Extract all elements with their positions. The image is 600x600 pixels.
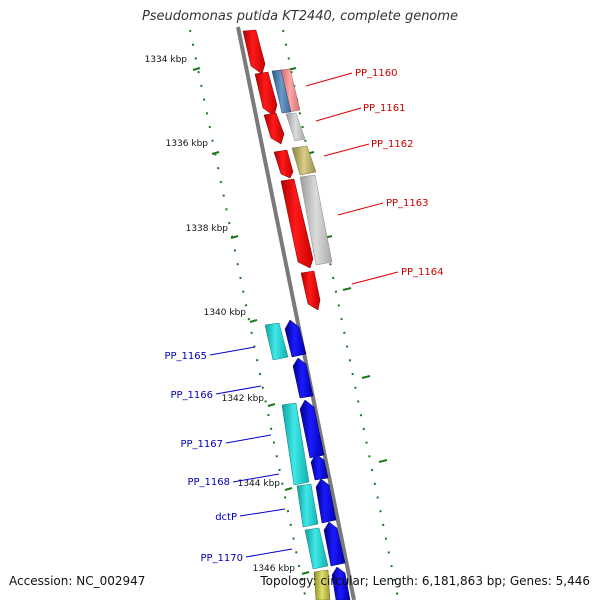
gene-label-PP_1160: PP_1160 — [355, 68, 398, 79]
tick-label-1334: 1334 kbp — [145, 55, 188, 65]
gene-label-PP_1168: PP_1168 — [187, 477, 230, 488]
tick-label-1336: 1336 kbp — [166, 139, 209, 149]
gene-PP_1165 — [284, 319, 307, 358]
tick-label-1340: 1340 kbp — [204, 308, 247, 318]
accession-label: Accession: NC_002947 — [9, 574, 146, 588]
gene-PP_1171 — [331, 566, 351, 600]
gene-PP_1159 — [242, 29, 266, 75]
gene-PP_1170 — [323, 521, 346, 567]
gene-label-PP_1170: PP_1170 — [200, 553, 243, 564]
tick-ring-outer — [282, 29, 399, 599]
gene-label-PP_1166: PP_1166 — [170, 390, 213, 401]
feature-bars-forward — [271, 68, 333, 266]
leader-lines-reverse — [209, 346, 293, 558]
gene-label-PP_1163: PP_1163 — [386, 198, 429, 209]
gene-label-dctP: dctP — [215, 512, 237, 523]
gene-label-PP_1167: PP_1167 — [180, 439, 223, 450]
gene-label-PP_1162: PP_1162 — [371, 139, 414, 150]
gene-PP_1164 — [300, 270, 321, 311]
map-title: Pseudomonas putida KT2440, complete geno… — [141, 9, 459, 24]
gene-label-PP_1165: PP_1165 — [164, 351, 207, 362]
gene-PP_1162 — [273, 149, 294, 179]
tick-label-1338: 1338 kbp — [186, 224, 229, 234]
gene-PP_1160 — [254, 71, 278, 117]
gene-label-PP_1161: PP_1161 — [363, 103, 406, 114]
gene-PP_1161 — [263, 112, 285, 145]
gene-dctP — [315, 478, 337, 524]
gene-PP_1167 — [299, 399, 325, 459]
tick-label-1342: 1342 kbp — [222, 394, 265, 404]
tick-label-1344: 1344 kbp — [238, 479, 281, 489]
gene-label-PP_1164: PP_1164 — [401, 267, 444, 278]
gene-PP_1168 — [310, 453, 329, 481]
gene-PP_1166 — [292, 357, 314, 399]
topology-label: Topology: circular; Length: 6,181,863 bp… — [260, 574, 590, 588]
genes-forward — [242, 29, 321, 311]
leader-lines-forward — [305, 72, 399, 285]
gene-PP_1163 — [280, 178, 314, 269]
genes-reverse — [284, 319, 351, 600]
tick-label-1346: 1346 kbp — [253, 564, 296, 574]
feature-bars-reverse — [264, 322, 331, 600]
genome-backbone — [236, 26, 356, 600]
